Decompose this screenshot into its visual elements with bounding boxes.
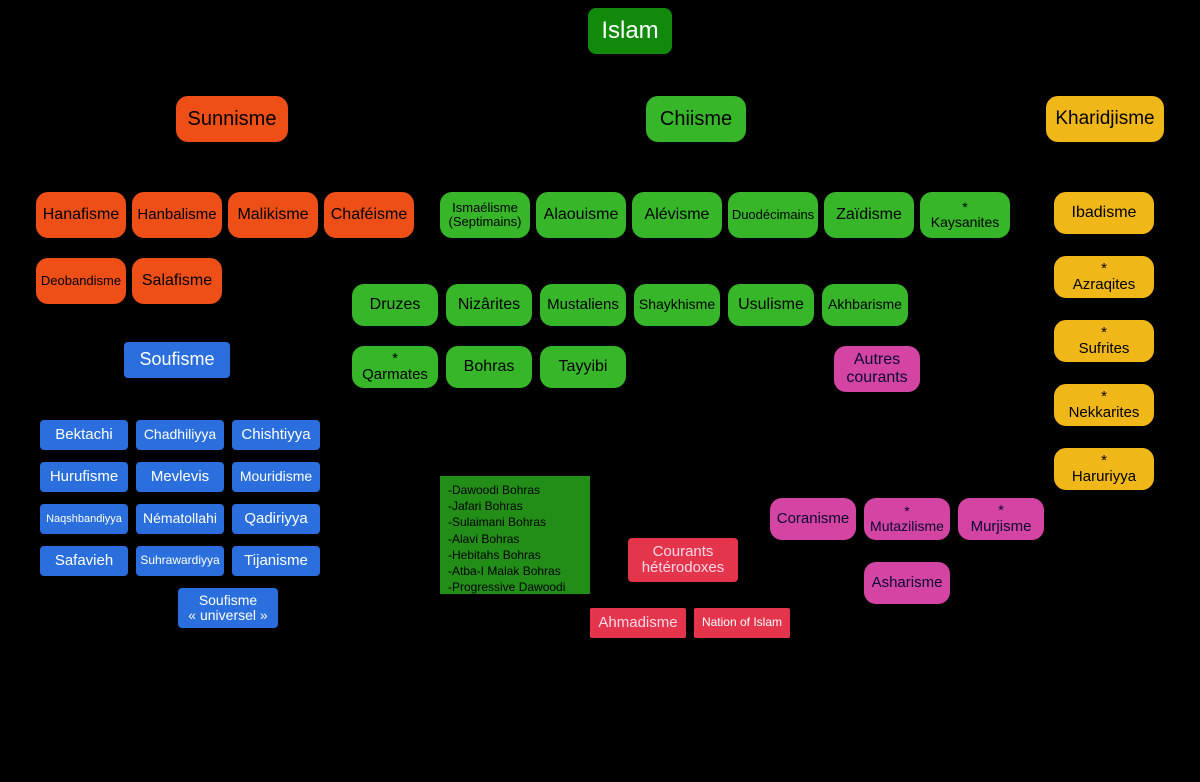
bohras-sublist-item: -Jafari Bohras xyxy=(448,498,582,514)
node-naqshbandiyya: Naqshbandiyya xyxy=(40,504,128,534)
node-zaidisme: Zaïdisme xyxy=(824,192,914,238)
node-azraqites: * Azraqites xyxy=(1054,256,1154,298)
node-mevlevis: Mevlevis xyxy=(136,462,224,492)
node-nekkarites: * Nekkarites xyxy=(1054,384,1154,426)
node-murjisme: * Murjisme xyxy=(958,498,1044,540)
node-islam: Islam xyxy=(588,8,672,54)
bohras-sublist-item: -Progressive Dawoodi xyxy=(448,579,582,595)
node-mutazilisme: * Mutazilisme xyxy=(864,498,950,540)
node-mustaliens: Mustaliens xyxy=(540,284,626,326)
node-bektachi: Bektachi xyxy=(40,420,128,450)
node-safavieh: Safavieh xyxy=(40,546,128,576)
node-qarmates: * Qarmates xyxy=(352,346,438,388)
node-tijanisme: Tijanisme xyxy=(232,546,320,576)
node-nation-of-islam: Nation of Islam xyxy=(694,608,790,638)
node-bohras: Bohras xyxy=(446,346,532,388)
node-malikisme: Malikisme xyxy=(228,192,318,238)
node-chishtiyya: Chishtiyya xyxy=(232,420,320,450)
node-sunnisme: Sunnisme xyxy=(176,96,288,142)
node-ahmadisme: Ahmadisme xyxy=(590,608,686,638)
node-ibadisme: Ibadisme xyxy=(1054,192,1154,234)
node-haruriyya: * Haruriyya xyxy=(1054,448,1154,490)
node-salafisme: Salafisme xyxy=(132,258,222,304)
node-kharidjisme: Kharidjisme xyxy=(1046,96,1164,142)
node-deobandisme: Deobandisme xyxy=(36,258,126,304)
node-alevisme: Alévisme xyxy=(632,192,722,238)
node-duodecimains: Duodécimains xyxy=(728,192,818,238)
node-chafeisme: Chaféisme xyxy=(324,192,414,238)
node-tayyibi: Tayyibi xyxy=(540,346,626,388)
node-soufisme-universel: Soufisme « universel » xyxy=(178,588,278,628)
node-asharisme: Asharisme xyxy=(864,562,950,604)
node-nizarites: Nizârites xyxy=(446,284,532,326)
node-sufrites: * Sufrites xyxy=(1054,320,1154,362)
node-shaykhisme: Shaykhisme xyxy=(634,284,720,326)
node-chiisme: Chiisme xyxy=(646,96,746,142)
node-mouridisme: Mouridisme xyxy=(232,462,320,492)
bohras-sublist-item: -Sulaimani Bohras xyxy=(448,514,582,530)
node-hanbalisme: Hanbalisme xyxy=(132,192,222,238)
bohras-sublist-item: Bohras xyxy=(448,595,582,611)
node-coranisme: Coranisme xyxy=(770,498,856,540)
bohras-sublist: -Dawoodi Bohras-Jafari Bohras-Sulaimani … xyxy=(440,476,590,594)
node-nematollahi: Nématollahi xyxy=(136,504,224,534)
bohras-sublist-item: -Dawoodi Bohras xyxy=(448,482,582,498)
node-kaysanites: * Kaysanites xyxy=(920,192,1010,238)
node-chadhiliyya: Chadhiliyya xyxy=(136,420,224,450)
bohras-sublist-item: -Hebitahs Bohras xyxy=(448,547,582,563)
bohras-sublist-item: -Alavi Bohras xyxy=(448,531,582,547)
node-usulisme: Usulisme xyxy=(728,284,814,326)
node-hurufisme: Hurufisme xyxy=(40,462,128,492)
islam-branches-diagram: Islam Sunnisme Chiisme Kharidjisme Hanafisme… xyxy=(0,0,1200,782)
node-soufisme: Soufisme xyxy=(124,342,230,378)
node-alaouisme: Alaouisme xyxy=(536,192,626,238)
bohras-sublist-item: -Atba-I Malak Bohras xyxy=(448,563,582,579)
node-akhbarisme: Akhbarisme xyxy=(822,284,908,326)
node-qadiriyya: Qadiriyya xyxy=(232,504,320,534)
node-ismaelisme: Ismaélisme (Septimains) xyxy=(440,192,530,238)
node-courants-heterodoxes: Courants hétérodoxes xyxy=(628,538,738,582)
node-hanafisme: Hanafisme xyxy=(36,192,126,238)
node-suhrawardiyya: Suhrawardiyya xyxy=(136,546,224,576)
node-druzes: Druzes xyxy=(352,284,438,326)
node-autres-courants: Autres courants xyxy=(834,346,920,392)
